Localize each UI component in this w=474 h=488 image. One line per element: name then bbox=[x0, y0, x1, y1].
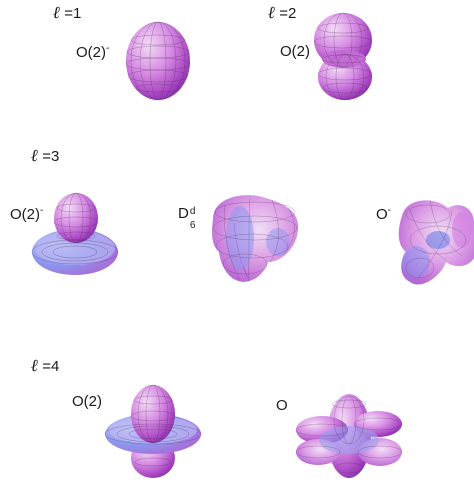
shape-l4-o2 bbox=[104, 384, 202, 478]
l3-label: ℓ =3 bbox=[31, 146, 60, 166]
shape-l2-o2 bbox=[313, 12, 373, 101]
shape-l3-o2minus bbox=[31, 192, 119, 275]
shape-l1-o2minus bbox=[125, 21, 191, 101]
l2-label: ℓ =2 bbox=[268, 3, 297, 23]
l4-label: ℓ =4 bbox=[31, 356, 60, 376]
group-label-1: O(2)- bbox=[76, 43, 110, 61]
shape-l3-ominus bbox=[398, 199, 474, 285]
group-label-2: O(2) bbox=[280, 43, 310, 60]
shape-l3-d6d bbox=[212, 195, 299, 283]
group-label-7: O bbox=[276, 397, 288, 414]
group-label-6: O(2) bbox=[72, 393, 102, 410]
group-label-3: O(2)- bbox=[10, 205, 44, 223]
shape-l4-o bbox=[295, 394, 403, 478]
l1-label: ℓ =1 bbox=[53, 3, 82, 23]
group-label-5: O- bbox=[376, 205, 392, 223]
